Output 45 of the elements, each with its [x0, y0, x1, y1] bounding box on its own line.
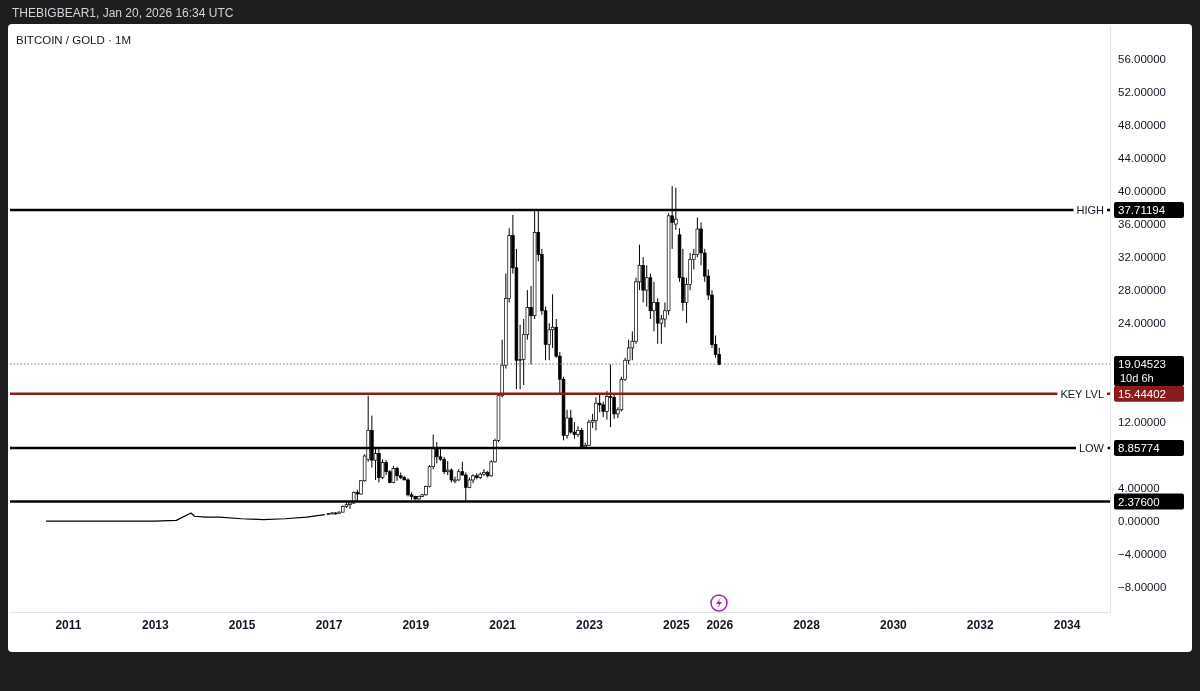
x-tick-label: 2032	[966, 617, 994, 632]
y-tick-label: 2.37600	[1118, 495, 1160, 508]
ref-line-label: HIGH	[1076, 203, 1105, 216]
text: BITCOIN / GOLD · 1M	[16, 34, 132, 46]
x-tick-label: 2011	[55, 617, 82, 632]
y-tick-label: 28.00000	[1118, 284, 1166, 297]
y-tick-label: 52.00000	[1118, 86, 1166, 99]
candlestick	[608, 363, 613, 428]
x-tick-label: 2026	[706, 617, 734, 632]
ref-line-label: LOW	[1078, 442, 1105, 455]
x-tick-label: 2034	[1053, 617, 1081, 632]
y-tick-label: 4.00000	[1118, 482, 1160, 495]
x-tick-label: 2015	[228, 617, 256, 632]
x-tick-label: 2028	[793, 617, 821, 632]
y-tick-label: −4.00000	[1118, 548, 1167, 561]
x-tick-label: 2017	[315, 617, 343, 632]
ref-line-label: KEY LVL	[1060, 387, 1104, 400]
x-tick-label: 2019	[402, 617, 430, 632]
candlestick	[406, 477, 410, 497]
y-tick-label: 24.00000	[1118, 317, 1166, 330]
ref-line-label: 10d 6h	[1120, 372, 1154, 385]
candlestick	[482, 468, 486, 477]
y-tick-label: −8.00000	[1118, 581, 1167, 594]
y-tick-label: 32.00000	[1118, 251, 1166, 264]
y-tick-label: 12.00000	[1118, 416, 1166, 429]
candlestick	[652, 281, 656, 332]
text: THEBIGBEAR1, Jan 20, 2026 16:34 UTC	[12, 6, 234, 20]
candlestick	[569, 409, 573, 435]
x-tick-label: 2025	[663, 617, 691, 632]
y-tick-label: 48.00000	[1118, 119, 1166, 132]
y-tick-label: 19.04523	[1118, 358, 1166, 371]
y-tick-label: 37.71194	[1118, 204, 1166, 217]
y-tick-label: 0.00000	[1118, 515, 1160, 528]
line-series	[45, 512, 326, 522]
y-tick-label: 8.85774	[1118, 442, 1161, 455]
candlestick	[644, 264, 649, 308]
y-tick-label: 40.00000	[1118, 185, 1166, 198]
y-tick-label: 15.44402	[1118, 387, 1166, 400]
y-tick-label: 44.00000	[1118, 152, 1166, 165]
x-tick-label: 2013	[141, 617, 169, 632]
x-tick-label: 2023	[576, 617, 604, 632]
x-tick-label: 2030	[880, 617, 908, 632]
y-tick-label: 36.00000	[1118, 218, 1166, 231]
y-tick-label: 56.00000	[1118, 53, 1166, 66]
x-tick-label: 2021	[489, 617, 517, 632]
